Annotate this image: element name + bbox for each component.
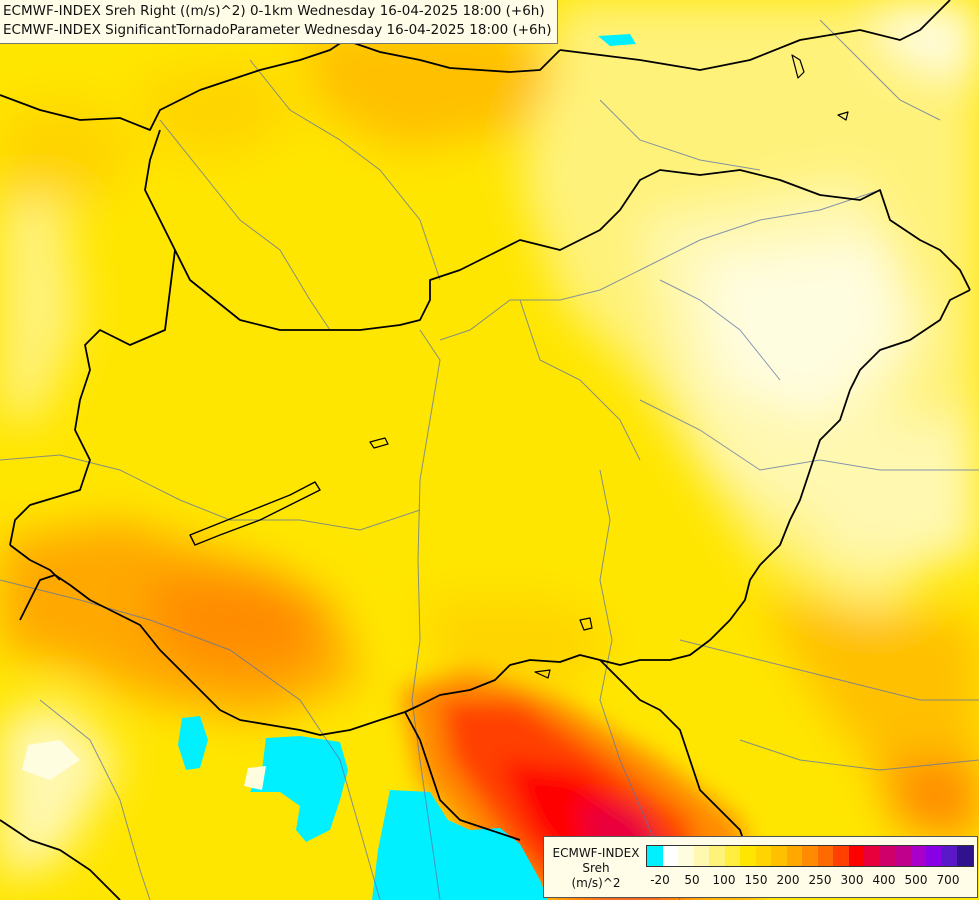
- color-legend: ECMWF-INDEX Sreh (m/s)^2 -20 50 100 150 200 2…: [543, 836, 978, 898]
- legend-tick-label: 700: [936, 873, 960, 887]
- legend-swatch: [941, 846, 957, 866]
- legend-tick-label: 150: [744, 873, 768, 887]
- title-line-tornado-parameter: ECMWF-INDEX SignificantTornadoParameter …: [3, 22, 552, 38]
- legend-tick-label: 200: [776, 873, 800, 887]
- map-title-box: ECMWF-INDEX Sreh Right ((m/s)^2) 0-1km W…: [0, 0, 559, 44]
- legend-swatch: [910, 846, 926, 866]
- legend-tick-label: 50: [684, 873, 700, 887]
- legend-tick-label: -20: [650, 873, 670, 887]
- legend-swatch: [833, 846, 849, 866]
- legend-swatch: [755, 846, 771, 866]
- legend-swatch: [647, 846, 663, 866]
- legend-title-line3: (m/s)^2: [571, 876, 621, 890]
- legend-swatch: [817, 846, 833, 866]
- legend-tick-label: 500: [904, 873, 928, 887]
- rivers: [0, 19, 979, 900]
- legend-swatch: [740, 846, 756, 866]
- legend-color-scale: [646, 845, 974, 867]
- legend-swatch: [693, 846, 709, 866]
- legend-swatch: [709, 846, 725, 866]
- legend-swatch: [771, 846, 787, 866]
- legend-tick-label: 300: [840, 873, 864, 887]
- legend-swatch: [786, 846, 802, 866]
- legend-swatch: [895, 846, 911, 866]
- legend-swatch: [662, 846, 678, 866]
- legend-swatch: [879, 846, 895, 866]
- legend-tick-label: 100: [712, 873, 736, 887]
- legend-swatch: [724, 846, 740, 866]
- legend-swatch: [848, 846, 864, 866]
- legend-swatch: [864, 846, 880, 866]
- legend-title: ECMWF-INDEX Sreh (m/s)^2: [549, 846, 643, 891]
- legend-swatch: [957, 846, 973, 866]
- legend-tick-label: 400: [872, 873, 896, 887]
- legend-swatch: [678, 846, 694, 866]
- legend-swatch: [926, 846, 942, 866]
- legend-tick-label: 250: [808, 873, 832, 887]
- legend-title-line2: Sreh: [582, 861, 610, 875]
- legend-tick-labels: -20 50 100 150 200 250 300 400 500 700: [646, 873, 976, 889]
- title-line-sreh: ECMWF-INDEX Sreh Right ((m/s)^2) 0-1km W…: [3, 3, 545, 19]
- legend-swatch: [802, 846, 818, 866]
- legend-title-line1: ECMWF-INDEX: [552, 846, 640, 860]
